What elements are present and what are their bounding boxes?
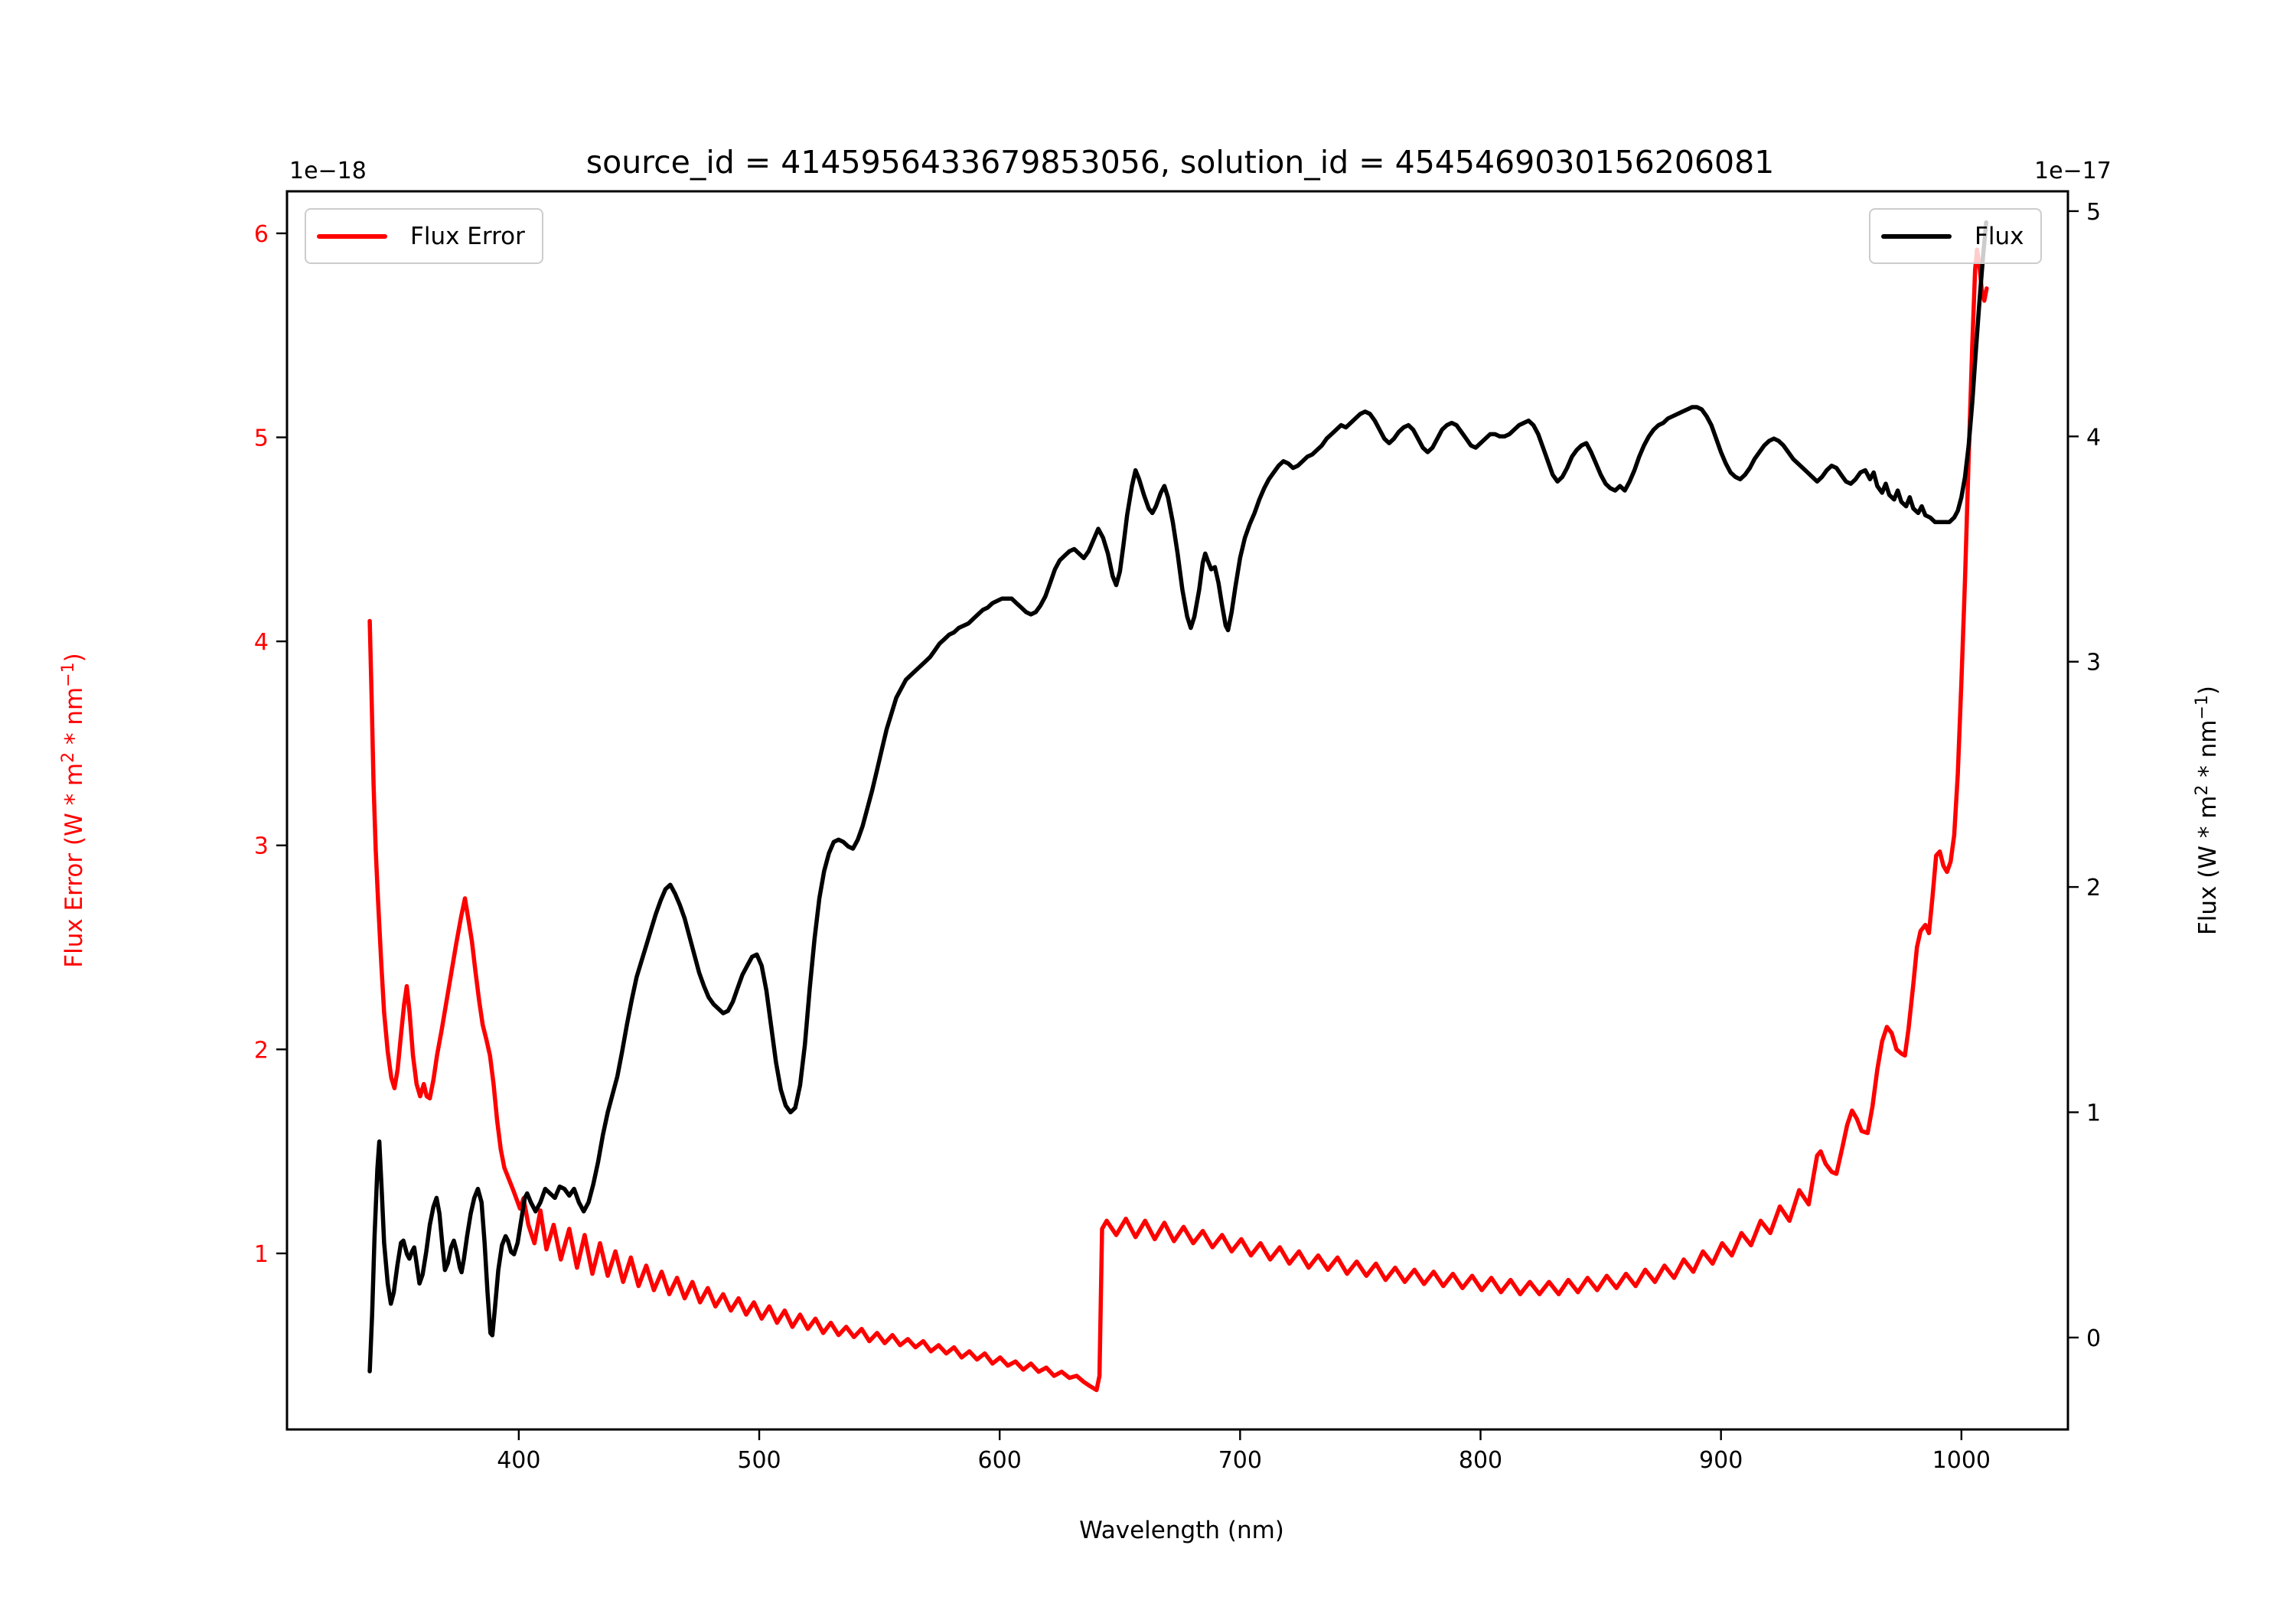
flux-curve bbox=[367, 220, 1988, 1374]
flux-line-sample bbox=[1881, 233, 1952, 239]
legend-flux: Flux bbox=[1869, 208, 2043, 264]
legend-flux-error-label: Flux Error bbox=[410, 222, 525, 250]
left-axis-offset-text: 1e−18 bbox=[289, 158, 367, 184]
x-axis-label: Wavelength (nm) bbox=[1079, 1517, 1284, 1544]
right-tick-label: 5 bbox=[2086, 199, 2101, 226]
right-tick-label: 3 bbox=[2086, 650, 2101, 676]
left-tick-label: 2 bbox=[254, 1037, 269, 1064]
right-tick-label: 2 bbox=[2086, 875, 2101, 901]
x-tick-label: 500 bbox=[737, 1447, 781, 1474]
right-tick-label: 4 bbox=[2086, 424, 2101, 451]
x-tick-label: 700 bbox=[1218, 1447, 1262, 1474]
x-tick-label: 800 bbox=[1459, 1447, 1502, 1474]
chart-title: source_id = 4145956433679853056, solutio… bbox=[585, 144, 1775, 181]
x-tick-label: 900 bbox=[1699, 1447, 1743, 1474]
x-tick-label: 600 bbox=[978, 1447, 1022, 1474]
x-tick-label: 1000 bbox=[1932, 1447, 1991, 1474]
right-tick-label: 1 bbox=[2086, 1100, 2101, 1126]
x-tick-label: 400 bbox=[497, 1447, 540, 1474]
flux-error-line-sample bbox=[317, 233, 387, 239]
right-tick-label: 0 bbox=[2086, 1325, 2101, 1352]
left-tick-label: 5 bbox=[254, 425, 269, 452]
left-tick-label: 4 bbox=[254, 629, 269, 656]
flux-error-curve bbox=[367, 247, 1989, 1393]
left-tick-label: 6 bbox=[254, 221, 269, 248]
left-tick-label: 1 bbox=[254, 1241, 269, 1268]
legend-flux-error: Flux Error bbox=[305, 208, 543, 264]
legend-flux-label: Flux bbox=[1975, 222, 2024, 250]
plot-frame bbox=[285, 190, 2069, 1431]
right-axis-offset-text: 1e−17 bbox=[2034, 158, 2112, 184]
left-tick-label: 3 bbox=[254, 833, 269, 860]
